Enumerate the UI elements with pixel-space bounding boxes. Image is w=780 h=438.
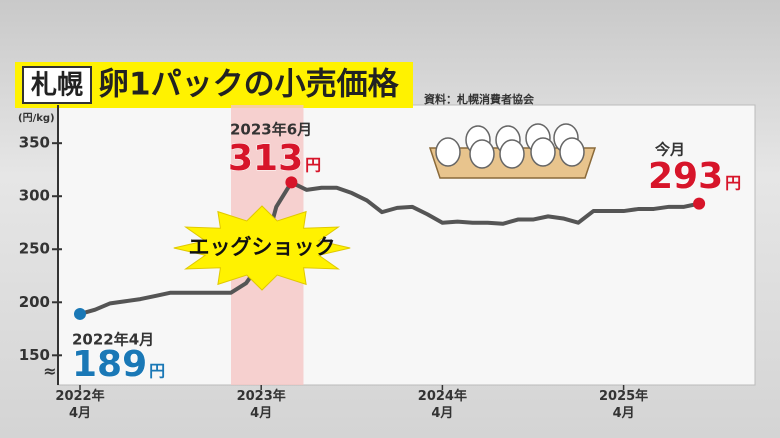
y-tick-label: 150 (19, 346, 50, 364)
annotation-date: 2022年4月 (72, 331, 154, 349)
value-unit: 円 (725, 174, 741, 193)
x-tick-label: 2025年 4月 (599, 389, 649, 421)
city: 札幌 (31, 71, 83, 101)
point (693, 197, 706, 210)
value-label: 189 (72, 344, 147, 385)
burst (173, 205, 351, 291)
value-label: 293 (648, 156, 723, 197)
y-tick-label: 200 (19, 293, 50, 311)
y-tick-label: 350 (19, 134, 50, 152)
burst-label: エッグショック (189, 235, 336, 259)
eggs (428, 123, 597, 179)
axis-break: ≈ (43, 362, 56, 381)
value-unit: 円 (305, 156, 321, 175)
annotation-date: 今月 (654, 141, 685, 159)
source: 資料：札幌消費者協会 (424, 92, 535, 106)
value-label: 313 (228, 138, 303, 179)
y-tick-label: 250 (19, 240, 50, 258)
x-tick-label: 2024年 4月 (417, 389, 467, 421)
y-unit: (円/kg) (18, 112, 55, 124)
value-unit: 円 (149, 362, 165, 381)
city-box (22, 66, 92, 104)
annotation-date: 2023年6月 (230, 121, 312, 139)
y-tick-label: 300 (19, 187, 50, 205)
point (74, 307, 86, 320)
title: 卵1パックの小売価格 (98, 67, 400, 103)
x-tick-label: 2023年 4月 (236, 389, 286, 421)
price-line (79, 180, 700, 316)
plot-area (57, 104, 756, 386)
point (285, 176, 298, 189)
x-tick-label: 2022年 4月 (55, 389, 105, 421)
